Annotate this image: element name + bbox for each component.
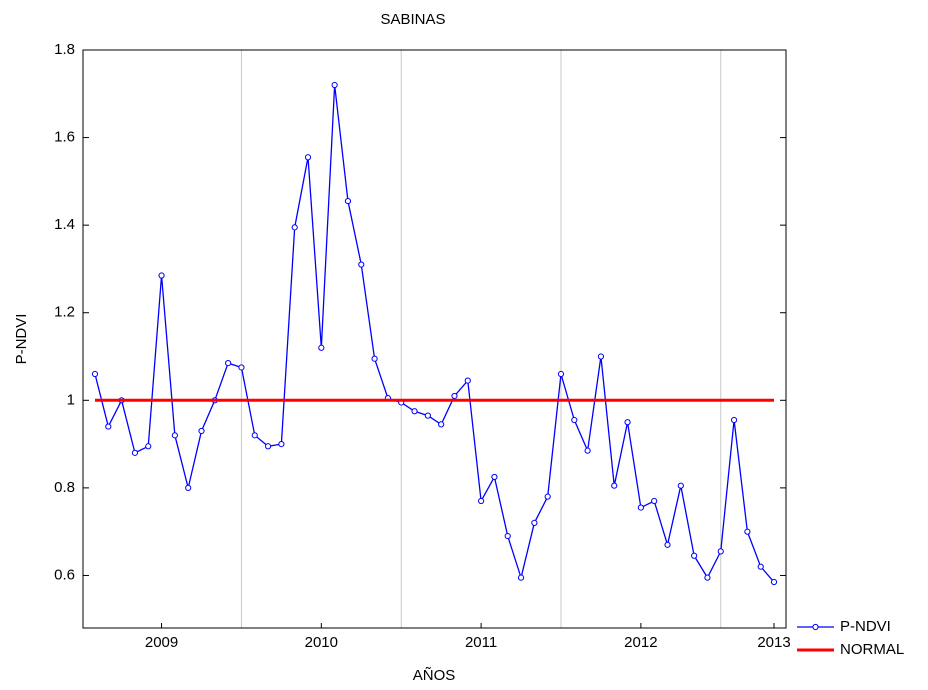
x-axis-label: AÑOS <box>413 667 456 684</box>
data-point <box>478 497 485 505</box>
chart-title: SABINAS <box>380 11 445 28</box>
data-point <box>185 484 192 491</box>
data-point <box>651 497 658 505</box>
data-point <box>371 355 378 362</box>
data-point <box>424 412 431 419</box>
data-point <box>691 552 698 559</box>
data-point <box>264 443 272 450</box>
data-point <box>544 493 551 500</box>
series-line <box>94 84 775 583</box>
y-tick-label: 1.6 <box>54 129 75 146</box>
data-point <box>757 563 764 570</box>
data-point <box>171 432 178 439</box>
data-point <box>624 419 631 426</box>
data-point <box>438 421 445 428</box>
data-point <box>105 423 112 430</box>
data-point <box>278 440 285 448</box>
data-point <box>158 272 165 279</box>
data-point <box>571 416 578 424</box>
data-point <box>91 370 99 378</box>
legend-marker <box>812 623 819 631</box>
x-tick-label: 2011 <box>465 634 497 651</box>
legend-label: P-NDVI <box>840 618 891 635</box>
data-point <box>517 574 525 581</box>
data-point <box>637 504 644 511</box>
data-point <box>504 532 511 540</box>
data-point <box>677 482 684 489</box>
data-point <box>531 519 538 527</box>
y-axis-label: P-NDVI <box>13 314 30 365</box>
data-point <box>770 578 778 586</box>
data-point <box>411 408 418 415</box>
x-tick-label: 2010 <box>305 634 338 651</box>
data-point <box>464 377 471 384</box>
x-tick-label: 2013 <box>757 634 790 651</box>
data-point <box>225 359 232 367</box>
y-tick-label: 1.4 <box>54 216 75 233</box>
data-point <box>557 370 565 378</box>
y-tick-label: 1 <box>67 391 75 408</box>
plot-frame <box>82 49 787 629</box>
data-point <box>730 416 738 424</box>
data-point <box>291 224 298 231</box>
legend-label: NORMAL <box>840 641 904 658</box>
data-point <box>491 473 498 481</box>
data-point <box>145 443 152 450</box>
data-point <box>318 344 325 351</box>
data-point <box>331 81 338 89</box>
data-point <box>717 548 724 555</box>
y-tick-label: 0.6 <box>54 566 75 583</box>
data-point <box>451 392 458 400</box>
data-point <box>611 482 618 489</box>
data-point <box>584 447 591 454</box>
data-point <box>597 353 605 360</box>
x-tick-label: 2012 <box>624 634 657 651</box>
data-point <box>744 528 751 535</box>
data-point <box>238 364 245 371</box>
y-tick-label: 1.2 <box>54 304 75 321</box>
data-point <box>198 427 205 435</box>
data-point <box>664 541 671 548</box>
data-point <box>251 432 258 439</box>
data-point <box>131 449 139 456</box>
data-point <box>344 197 352 205</box>
y-tick-label: 0.8 <box>54 479 75 496</box>
data-point <box>358 261 365 268</box>
data-point <box>704 574 711 581</box>
x-tick-label: 2009 <box>145 634 178 651</box>
y-tick-label: 1.8 <box>54 41 75 58</box>
data-point <box>304 154 312 161</box>
